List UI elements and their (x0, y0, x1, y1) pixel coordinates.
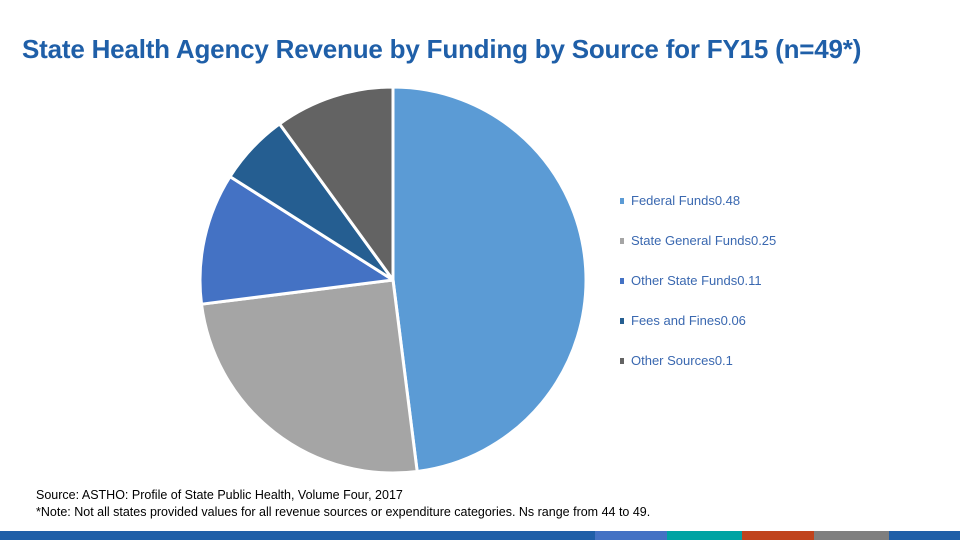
pie-slice-federal-funds (391, 85, 588, 473)
legend-item-federal-funds: Federal Funds0.48 (620, 193, 920, 233)
chart-title: State Health Agency Revenue by Funding b… (22, 34, 862, 64)
legend-item-other-state-funds: Other State Funds0.11 (620, 273, 920, 313)
legend-swatch (620, 198, 624, 204)
footer-segment (0, 531, 595, 540)
legend-label: Federal Funds0.48 (631, 193, 741, 208)
footer-segment (889, 531, 960, 540)
legend-label: State General Funds0.25 (631, 233, 777, 248)
footer-color-bar (0, 531, 960, 540)
legend-swatch (620, 278, 624, 284)
footer-segment (742, 531, 814, 540)
legend-swatch (620, 318, 624, 324)
legend-label: Other Sources0.1 (631, 353, 733, 368)
source-notes: Source: ASTHO: Profile of State Public H… (36, 487, 650, 521)
legend-label: Fees and Fines0.06 (631, 313, 746, 328)
legend-label: Other State Funds0.11 (631, 273, 762, 288)
pie-slice-other-sources (278, 85, 395, 282)
footer-segment (667, 531, 742, 540)
footer-segment (595, 531, 667, 540)
note-line: *Note: Not all states provided values fo… (36, 505, 651, 519)
legend-swatch (620, 238, 624, 244)
legend: Federal Funds0.48 State General Funds0.2… (620, 193, 920, 393)
legend-swatch (620, 358, 624, 364)
source-line: Source: ASTHO: Profile of State Public H… (36, 488, 403, 502)
footer-segment (814, 531, 889, 540)
legend-item-fees-and-fines: Fees and Fines0.06 (620, 313, 920, 353)
legend-item-other-sources: Other Sources0.1 (620, 353, 920, 393)
legend-item-state-general-funds: State General Funds0.25 (620, 233, 920, 273)
pie-slice-other-state-funds (198, 175, 395, 306)
pie-slice-state-general-funds (200, 278, 419, 475)
